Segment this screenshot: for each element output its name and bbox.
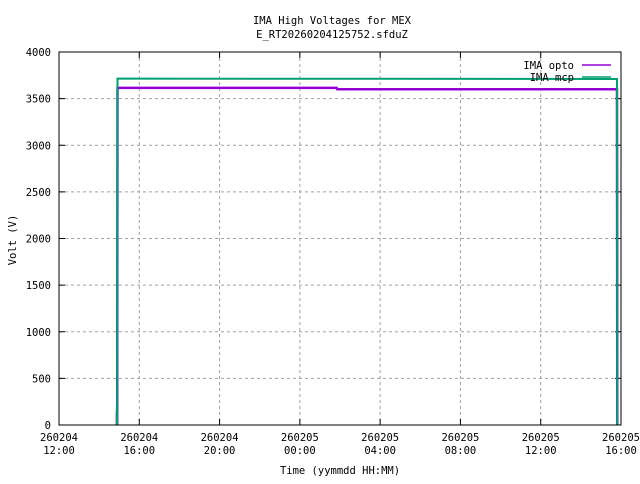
- x-axis-label: Time (yymmdd HH:MM): [280, 465, 400, 477]
- y-tick-label: 2500: [26, 187, 51, 199]
- x-tick-label: 260205: [281, 432, 319, 444]
- plot-border: [58, 51, 622, 426]
- y-tick-label: 4000: [26, 47, 51, 59]
- x-tick-label: 00:00: [284, 445, 316, 457]
- x-tick-label: 12:00: [43, 445, 75, 457]
- x-tick-label: 16:00: [123, 445, 155, 457]
- y-tick-label: 1500: [26, 280, 51, 292]
- legend-label: IMA mcp: [530, 72, 574, 84]
- x-tick-label: 08:00: [445, 445, 477, 457]
- chart-title: IMA High Voltages for MEX: [253, 15, 412, 27]
- x-tick-label: 260205: [522, 432, 560, 444]
- y-axis-label: Volt (V): [7, 215, 19, 266]
- x-tick-label: 260205: [361, 432, 399, 444]
- legend-label: IMA opto: [523, 60, 574, 72]
- x-tick-label: 04:00: [364, 445, 396, 457]
- x-tick-label: 260204: [201, 432, 239, 444]
- x-tick-label: 260204: [40, 432, 78, 444]
- x-tick-label: 20:00: [204, 445, 236, 457]
- y-tick-label: 1000: [26, 327, 51, 339]
- x-tick-label: 260205: [602, 432, 640, 444]
- y-tick-label: 3000: [26, 140, 51, 152]
- x-tick-label: 260205: [441, 432, 479, 444]
- y-tick-label: 3500: [26, 94, 51, 106]
- series-line-ima-mcp: [115, 77, 619, 426]
- chart-subtitle: E_RT20260204125752.sfduZ: [256, 29, 408, 41]
- x-tick-label: 12:00: [525, 445, 557, 457]
- y-tick-label: 2000: [26, 234, 51, 246]
- y-tick-label: 0: [45, 420, 51, 432]
- y-tick-label: 500: [32, 373, 51, 385]
- series-line-ima-opto: [115, 86, 619, 426]
- x-tick-label: 260204: [120, 432, 158, 444]
- x-tick-label: 16:00: [605, 445, 637, 457]
